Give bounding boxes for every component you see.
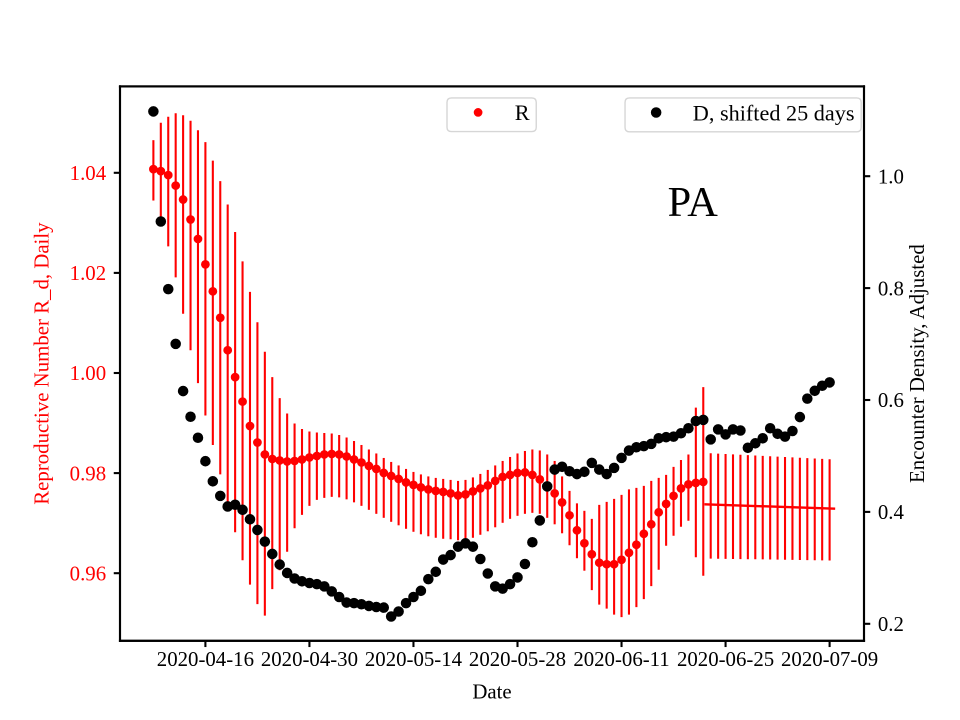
svg-text:Reproductive Number R_d, Daily: Reproductive Number R_d, Daily <box>29 222 53 505</box>
svg-text:2020-05-28: 2020-05-28 <box>469 647 566 671</box>
svg-text:0.8: 0.8 <box>878 276 904 300</box>
svg-text:D, shifted 25 days: D, shifted 25 days <box>693 100 855 125</box>
svg-text:2020-07-09: 2020-07-09 <box>781 647 878 671</box>
svg-text:2020-06-11: 2020-06-11 <box>573 647 669 671</box>
svg-text:2020-05-14: 2020-05-14 <box>365 647 463 671</box>
svg-text:2020-06-25: 2020-06-25 <box>677 647 774 671</box>
svg-text:Date: Date <box>472 680 511 704</box>
svg-text:1.00: 1.00 <box>70 361 106 385</box>
svg-text:2020-04-16: 2020-04-16 <box>157 647 254 671</box>
svg-text:0.6: 0.6 <box>878 388 904 412</box>
svg-text:2020-04-30: 2020-04-30 <box>261 647 358 671</box>
svg-text:0.96: 0.96 <box>70 561 106 585</box>
svg-text:R: R <box>515 100 530 125</box>
svg-text:0.2: 0.2 <box>878 612 904 636</box>
svg-text:Encounter Density, Adjusted: Encounter Density, Adjusted <box>905 244 929 483</box>
svg-text:0.98: 0.98 <box>70 461 106 485</box>
svg-text:1.0: 1.0 <box>878 164 904 188</box>
svg-text:1.04: 1.04 <box>70 161 107 185</box>
svg-text:0.4: 0.4 <box>878 500 905 524</box>
svg-text:PA: PA <box>668 179 719 226</box>
svg-text:1.02: 1.02 <box>70 261 106 285</box>
